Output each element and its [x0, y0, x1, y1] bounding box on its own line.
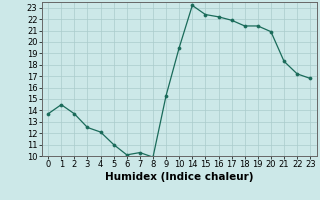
- X-axis label: Humidex (Indice chaleur): Humidex (Indice chaleur): [105, 172, 253, 182]
